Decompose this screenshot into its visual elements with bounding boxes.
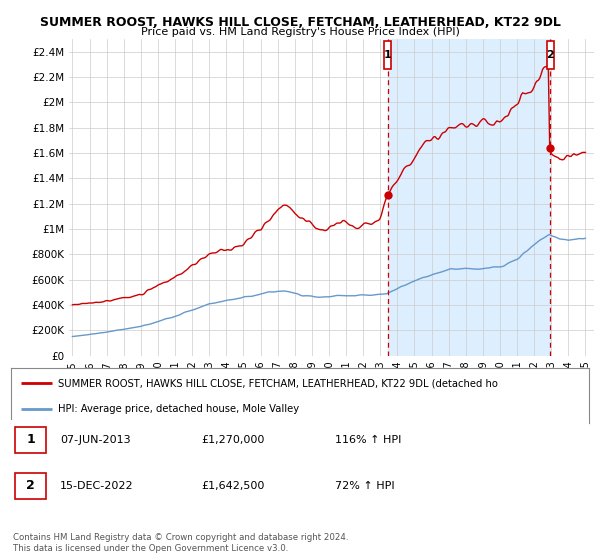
Text: £1,270,000: £1,270,000 — [202, 435, 265, 445]
Text: HPI: Average price, detached house, Mole Valley: HPI: Average price, detached house, Mole… — [58, 404, 299, 414]
Text: 2: 2 — [547, 50, 554, 60]
Text: 2: 2 — [26, 479, 35, 492]
Text: Contains HM Land Registry data © Crown copyright and database right 2024.
This d: Contains HM Land Registry data © Crown c… — [13, 533, 349, 553]
FancyBboxPatch shape — [16, 473, 46, 500]
Text: 1: 1 — [384, 50, 391, 60]
Text: SUMMER ROOST, HAWKS HILL CLOSE, FETCHAM, LEATHERHEAD, KT22 9DL: SUMMER ROOST, HAWKS HILL CLOSE, FETCHAM,… — [40, 16, 560, 29]
Text: SUMMER ROOST, HAWKS HILL CLOSE, FETCHAM, LEATHERHEAD, KT22 9DL (detached ho: SUMMER ROOST, HAWKS HILL CLOSE, FETCHAM,… — [58, 379, 498, 388]
Text: £1,642,500: £1,642,500 — [202, 480, 265, 491]
Text: 15-DEC-2022: 15-DEC-2022 — [60, 480, 134, 491]
Text: 72% ↑ HPI: 72% ↑ HPI — [335, 480, 394, 491]
Text: 07-JUN-2013: 07-JUN-2013 — [60, 435, 131, 445]
Text: 1: 1 — [26, 433, 35, 446]
FancyBboxPatch shape — [547, 41, 554, 69]
FancyBboxPatch shape — [384, 41, 391, 69]
Text: Price paid vs. HM Land Registry's House Price Index (HPI): Price paid vs. HM Land Registry's House … — [140, 27, 460, 37]
Bar — [388, 39, 550, 356]
FancyBboxPatch shape — [16, 427, 46, 454]
Text: 116% ↑ HPI: 116% ↑ HPI — [335, 435, 401, 445]
